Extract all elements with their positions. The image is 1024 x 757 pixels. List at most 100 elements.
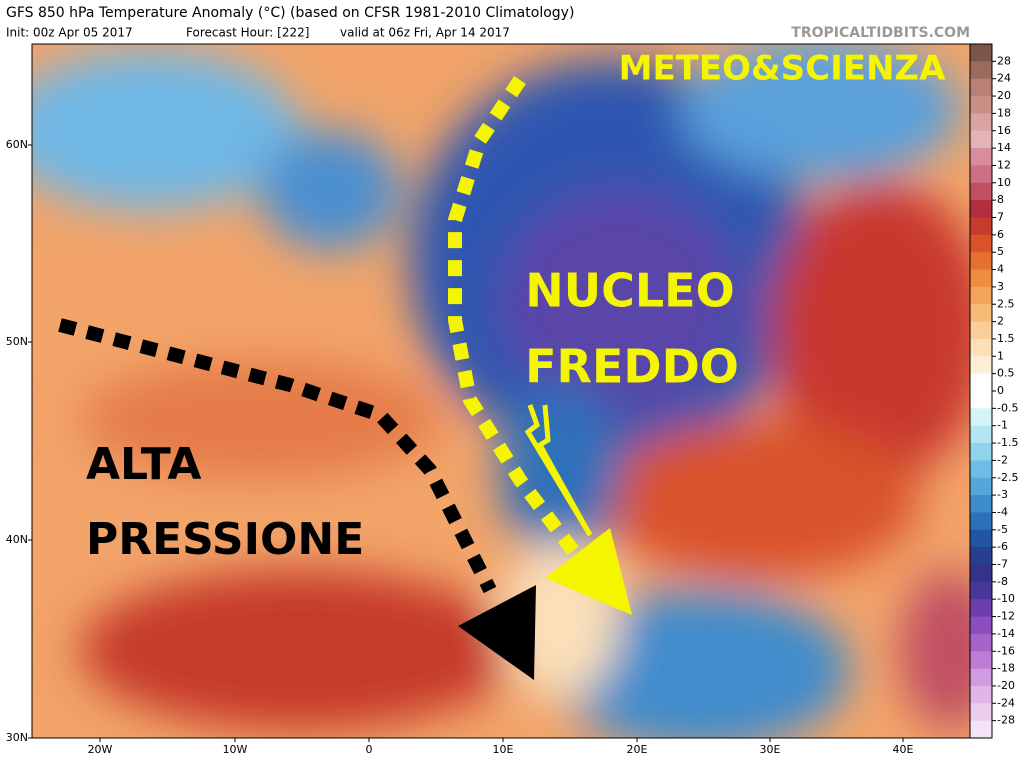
colorbar-segment	[970, 356, 992, 375]
cold-label: NUCLEO	[525, 264, 734, 318]
colorbar-segment	[970, 685, 992, 704]
colorbar-segment	[970, 564, 992, 583]
arrows	[58, 76, 632, 680]
colorbar-label: -0.5	[997, 401, 1018, 414]
colorbar-label: -12	[997, 610, 1015, 623]
colorbar-segment	[970, 391, 992, 409]
colorbar-label: -2	[997, 453, 1008, 466]
colorbar-label: -7	[997, 558, 1008, 571]
colorbar-label: 6	[997, 228, 1004, 241]
colorbar-segment	[970, 651, 992, 670]
lon-label: 30E	[760, 743, 781, 756]
colorbar-segment	[970, 321, 992, 340]
colorbar-label: -1.5	[997, 436, 1018, 449]
watermark: TROPICALTIDBITS.COM	[791, 25, 970, 41]
colorbar-segment	[970, 443, 992, 461]
colorbar-label: 14	[997, 141, 1011, 154]
colorbar-segment	[970, 234, 992, 253]
colorbar-segment	[970, 373, 992, 392]
colorbar-segment	[970, 113, 992, 132]
colorbar-segment	[970, 130, 992, 149]
colorbar-label: 0	[997, 384, 1004, 397]
colorbar-label: -2.5	[997, 471, 1018, 484]
colorbar-label: 8	[997, 193, 1004, 206]
colorbar-segment	[970, 599, 992, 618]
lat-label: 40N	[6, 533, 28, 546]
high-label: ALTA	[86, 439, 201, 490]
colorbar-label: -16	[997, 644, 1015, 657]
colorbar-label: 3	[997, 280, 1004, 293]
colorbar-segment	[970, 44, 992, 62]
map	[32, 44, 970, 738]
colorbar-segment	[970, 61, 992, 80]
colorbar-label: -18	[997, 662, 1015, 675]
colorbar-label: -20	[997, 679, 1015, 692]
valid-time: valid at 06z Fri, Apr 14 2017	[340, 26, 510, 40]
colorbar-segment	[970, 286, 992, 305]
colorbar-segment	[970, 217, 992, 236]
colorbar-label: 5	[997, 245, 1004, 258]
colorbar-segment	[970, 252, 992, 271]
colorbar-segment	[970, 165, 992, 184]
colorbar-segment	[970, 460, 992, 479]
colorbar: 28 24 20 18 16 14 12 10 8 7 6 5 4 3 2.5 2 1.5 1 0.5 0 -0.5 -1…	[969, 43, 1018, 739]
colorbar-label: 10	[997, 176, 1011, 189]
title: GFS 850 hPa Temperature Anomaly (°C) (ba…	[6, 5, 574, 21]
colorbar-label: -28	[997, 714, 1015, 727]
forecast-hour: Forecast Hour: [222]	[186, 26, 309, 40]
colorbar-segment	[970, 408, 992, 427]
lat-label: 50N	[6, 335, 28, 348]
lat-label: 60N	[6, 138, 28, 151]
colorbar-segment	[970, 495, 992, 513]
colorbar-segment	[970, 581, 992, 600]
colorbar-label: 2.5	[997, 297, 1015, 310]
colorbar-segment	[970, 529, 992, 548]
colorbar-label: 1	[997, 349, 1004, 362]
colorbar-label: -14	[997, 627, 1015, 640]
colorbar-segment	[970, 616, 992, 635]
colorbar-label: 28	[997, 54, 1011, 67]
colorbar-label: -3	[997, 488, 1008, 501]
colorbar-segment	[970, 477, 992, 496]
colorbar-segment	[970, 425, 992, 444]
colorbar-label: 1.5	[997, 332, 1015, 345]
colorbar-label: -24	[997, 696, 1015, 709]
colorbar-label: 12	[997, 158, 1011, 171]
colorbar-segment	[970, 703, 992, 722]
brand: METEO&SCIENZA	[619, 49, 946, 89]
colorbar-label: -1	[997, 419, 1008, 432]
lon-label: 10E	[493, 743, 514, 756]
colorbar-segment	[970, 547, 992, 565]
axes: 60N 50N 40N 30N 20W 10W 0 10E 20E 30E 40E	[6, 138, 914, 756]
colorbar-segment	[970, 720, 992, 739]
colorbar-segment	[970, 269, 992, 288]
colorbar-segment	[970, 304, 992, 323]
high-label: PRESSIONE	[86, 514, 364, 565]
colorbar-label: 16	[997, 124, 1011, 137]
colorbar-label: 7	[997, 211, 1004, 224]
colorbar-segment	[970, 148, 992, 166]
colorbar-segment	[970, 633, 992, 652]
colorbar-segment	[970, 512, 992, 531]
colorbar-label: -4	[997, 505, 1008, 518]
colorbar-segment	[970, 78, 992, 97]
colorbar-segment	[970, 200, 992, 218]
colorbar-segment	[970, 668, 992, 687]
colorbar-label: 20	[997, 89, 1011, 102]
colorbar-segment	[970, 338, 992, 357]
colorbar-label: -8	[997, 575, 1008, 588]
colorbar-label: 2	[997, 315, 1004, 328]
colorbar-segment	[970, 96, 992, 114]
colorbar-label: 4	[997, 263, 1004, 276]
lon-label: 20W	[88, 743, 113, 756]
colorbar-label: -5	[997, 523, 1008, 536]
colorbar-label: 24	[997, 72, 1011, 85]
colorbar-label: 0.5	[997, 367, 1015, 380]
cold-label: FREDDO	[525, 340, 739, 394]
colorbar-label: -10	[997, 592, 1015, 605]
lon-label: 20E	[627, 743, 648, 756]
lat-label: 30N	[6, 731, 28, 744]
colorbar-label: 18	[997, 106, 1011, 119]
lon-label: 0	[366, 743, 373, 756]
